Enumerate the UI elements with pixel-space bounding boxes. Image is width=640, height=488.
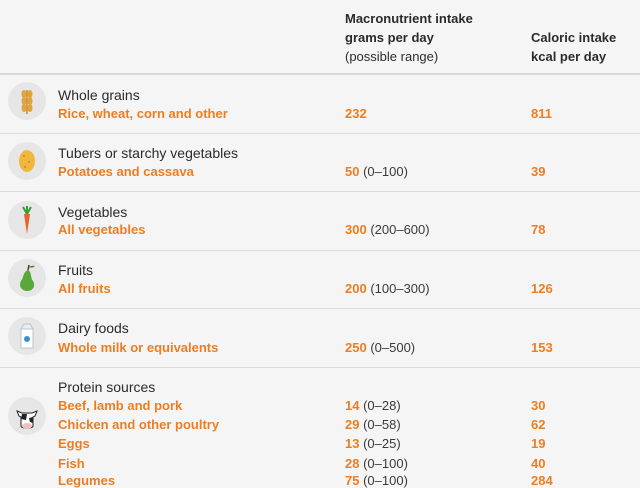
kcal-cell: 153: [531, 340, 553, 355]
grams-range: (0–25): [363, 436, 401, 451]
grams-range: (0–28): [363, 398, 401, 413]
table-header: Macronutrient intake grams per day (poss…: [0, 0, 640, 70]
grams-cell: 29 (0–58): [345, 417, 401, 432]
category-label: Whole grains: [58, 87, 140, 103]
item-label: Fish: [58, 456, 85, 471]
kcal-cell: 40: [531, 456, 546, 471]
kcal-cell: 30: [531, 398, 546, 413]
kcal-cell: 284: [531, 473, 553, 488]
header-divider: [0, 73, 640, 75]
grams-value: 50: [345, 164, 360, 179]
carrot-icon: [8, 201, 46, 239]
kcal-cell: 62: [531, 417, 546, 432]
row-divider: [0, 250, 640, 251]
grams-value: 14: [345, 398, 360, 413]
grams-value: 13: [345, 436, 360, 451]
grams-cell: 28 (0–100): [345, 456, 408, 471]
kcal-cell: 78: [531, 222, 546, 237]
category-label: Protein sources: [58, 379, 156, 395]
grams-cell: 200 (100–300): [345, 281, 430, 296]
cow-icon: [8, 397, 46, 435]
column-header-kcal-unit: kcal per day: [531, 49, 607, 64]
item-label: Rice, wheat, corn and other: [58, 106, 228, 121]
grams-range: (0–100): [363, 473, 408, 488]
milk-carton-icon: [8, 317, 46, 355]
grams-cell: 50 (0–100): [345, 164, 408, 179]
item-label: Eggs: [58, 436, 90, 451]
item-label: All fruits: [58, 281, 111, 296]
category-label: Tubers or starchy vegetables: [58, 145, 239, 161]
grams-cell: 75 (0–100): [345, 473, 408, 488]
grams-range: (0–500): [370, 340, 416, 355]
row-divider: [0, 367, 640, 368]
grams-cell: 250 (0–500): [345, 340, 415, 355]
item-label: Legumes: [58, 473, 116, 488]
row-divider: [0, 133, 640, 134]
grams-range: (0–100): [363, 164, 408, 179]
column-header-grams: Macronutrient intake grams per day (poss…: [345, 9, 473, 66]
category-label: Fruits: [58, 262, 93, 278]
item-label: Whole milk or equivalents: [58, 340, 219, 355]
potato-icon: [8, 142, 46, 180]
pear-icon: [8, 259, 46, 297]
item-label: Beef, lamb and pork: [58, 398, 183, 413]
column-header-grams-title: Macronutrient intake: [345, 11, 473, 26]
grams-value: 28: [345, 456, 360, 471]
column-header-grams-unit: grams per day: [345, 30, 434, 45]
kcal-cell: 19: [531, 436, 546, 451]
grams-value: 250: [345, 340, 367, 355]
category-label: Vegetables: [58, 204, 128, 220]
grams-range: (100–300): [370, 281, 430, 296]
kcal-cell: 811: [531, 106, 552, 121]
grams-cell: 14 (0–28): [345, 398, 401, 413]
grams-range: (200–600): [370, 222, 430, 237]
grams-cell: 232: [345, 106, 367, 121]
category-label: Dairy foods: [58, 320, 129, 336]
column-header-grams-note: (possible range): [345, 49, 439, 64]
wheat-icon: [8, 82, 46, 120]
grams-value: 75: [345, 473, 360, 488]
kcal-cell: 39: [531, 164, 546, 179]
row-divider: [0, 308, 640, 309]
item-label: All vegetables: [58, 222, 146, 237]
grams-cell: 300 (200–600): [345, 222, 430, 237]
grams-value: 29: [345, 417, 360, 432]
grams-cell: 13 (0–25): [345, 436, 401, 451]
row-divider: [0, 191, 640, 192]
column-header-kcal-title: Caloric intake: [531, 30, 617, 45]
grams-range: (0–100): [363, 456, 408, 471]
item-label: Chicken and other poultry: [58, 417, 220, 432]
kcal-cell: 126: [531, 281, 553, 296]
item-label: Potatoes and cassava: [58, 164, 194, 179]
grams-value: 300: [345, 222, 367, 237]
grams-range: (0–58): [363, 417, 401, 432]
grams-value: 232: [345, 106, 367, 121]
column-header-kcal: Caloric intake kcal per day: [531, 28, 616, 66]
grams-value: 200: [345, 281, 367, 296]
